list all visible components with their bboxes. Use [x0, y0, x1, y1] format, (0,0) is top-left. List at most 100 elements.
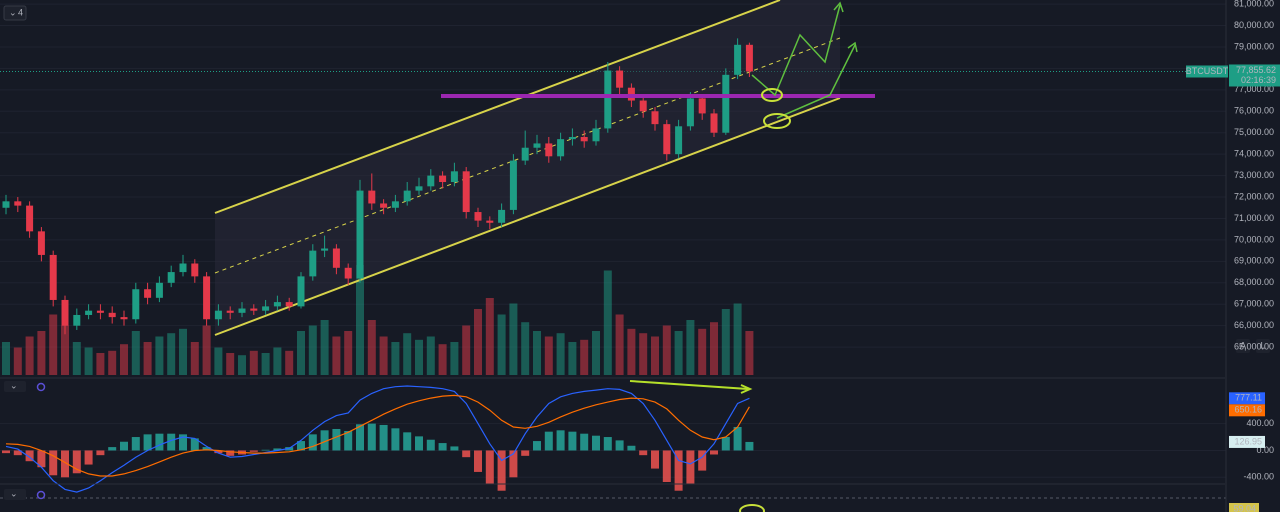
volume-bar: [344, 331, 353, 375]
candle-body: [332, 248, 340, 268]
candle-body: [651, 111, 659, 125]
volume-bar: [485, 298, 494, 375]
y-tick-label: -400.00: [1243, 472, 1274, 482]
symbol-label: BTCUSDT: [1186, 66, 1229, 76]
volume-bar: [580, 339, 589, 375]
y-tick-label: 68,000.00: [1234, 277, 1274, 287]
candle-body: [745, 44, 753, 72]
histogram-bar: [332, 428, 341, 451]
histogram-bar: [403, 432, 412, 451]
value-badge-label: 777.11: [1235, 393, 1262, 403]
histogram-bar: [367, 423, 376, 451]
volume-bar: [25, 336, 34, 375]
chevron: ⌄: [9, 7, 17, 17]
candle-body: [415, 186, 423, 191]
candle-body: [273, 302, 281, 307]
volume-bar: [651, 336, 659, 375]
histogram-bar: [509, 450, 518, 478]
candle-body: [675, 126, 683, 155]
countdown: 02:16:39: [1241, 75, 1276, 85]
histogram-bar: [190, 438, 199, 451]
histogram-bar: [167, 433, 176, 451]
volume-bar: [426, 336, 435, 375]
histogram-bar: [297, 441, 305, 451]
candle-body: [380, 203, 388, 208]
volume-bar: [37, 331, 46, 375]
volume-bar: [356, 265, 364, 375]
volume-bar: [603, 270, 612, 375]
volume-bar: [533, 331, 541, 375]
chevron: ⌄: [10, 380, 18, 390]
projection-arrow: [776, 44, 856, 119]
volume-bar: [462, 325, 471, 375]
candle-body: [604, 70, 612, 129]
candle-body: [309, 250, 317, 277]
candle-body: [580, 137, 588, 142]
candle-body: [49, 254, 57, 300]
y-tick-label: 0.00: [1256, 445, 1274, 455]
histogram-bar: [662, 450, 671, 482]
y-tick-label: 67,000.00: [1234, 299, 1274, 309]
candle-body: [450, 171, 458, 183]
histogram-bar: [273, 448, 282, 451]
volume-bar: [627, 328, 636, 375]
volume-bar: [214, 347, 223, 375]
volume-bar: [450, 342, 459, 375]
volume-bar: [261, 353, 270, 375]
volume-bar: [320, 320, 329, 375]
candle-body: [238, 308, 246, 313]
candle-body: [427, 175, 435, 187]
pane-toggle[interactable]: [4, 381, 26, 392]
candle-body: [73, 314, 81, 326]
candle-body: [108, 312, 116, 318]
chevron: ⌄: [10, 488, 18, 498]
candle-body: [61, 299, 69, 326]
histogram-bar: [344, 431, 353, 451]
volume-bar: [438, 344, 447, 375]
volume-bar: [509, 303, 518, 375]
volume-bar: [332, 336, 341, 375]
value-badge-label: 59.04: [1233, 503, 1256, 512]
volume-bar: [662, 325, 671, 375]
volume-bar: [474, 309, 482, 375]
interval-box[interactable]: [3, 5, 27, 21]
histogram-bar: [131, 437, 140, 451]
volume-bar: [96, 353, 105, 375]
candle-body: [132, 289, 140, 320]
candle-body: [179, 263, 187, 273]
volume-bar: [745, 331, 754, 375]
histogram-bar: [462, 450, 471, 458]
histogram-bar: [426, 439, 435, 451]
pane-toggle[interactable]: [4, 489, 26, 500]
histogram-bar: [674, 450, 683, 491]
histogram-bar: [202, 447, 211, 451]
volume-bar: [285, 350, 294, 375]
candle-body: [439, 175, 447, 183]
pane-icon: [36, 490, 46, 500]
histogram-bar: [533, 441, 541, 451]
scale-button[interactable]: [1256, 339, 1270, 353]
volume-bar: [403, 333, 412, 375]
histogram-bar: [308, 434, 317, 451]
interval-badge: 4: [18, 7, 23, 17]
y-tick-label: 72,000.00: [1234, 191, 1274, 201]
volume-bar: [568, 342, 577, 375]
y-tick-label: 69,000.00: [1234, 256, 1274, 266]
candle-body: [686, 98, 694, 127]
candle-body: [498, 209, 506, 223]
volume-bar: [721, 309, 730, 375]
histogram-bar: [49, 450, 58, 476]
volume-bar: [674, 331, 683, 375]
candle-body: [262, 306, 270, 311]
candle-body: [214, 310, 222, 320]
histogram-bar: [438, 443, 447, 451]
scale-button[interactable]: [1236, 339, 1250, 353]
scale-button-label: A: [1240, 340, 1246, 350]
histogram-bar: [544, 431, 553, 451]
histogram-bar: [25, 450, 34, 462]
highlight-ellipse: [763, 113, 791, 129]
histogram-bar: [37, 450, 46, 468]
volume-bar: [226, 353, 235, 375]
candle-body: [568, 137, 576, 140]
volume-bar: [108, 350, 117, 375]
